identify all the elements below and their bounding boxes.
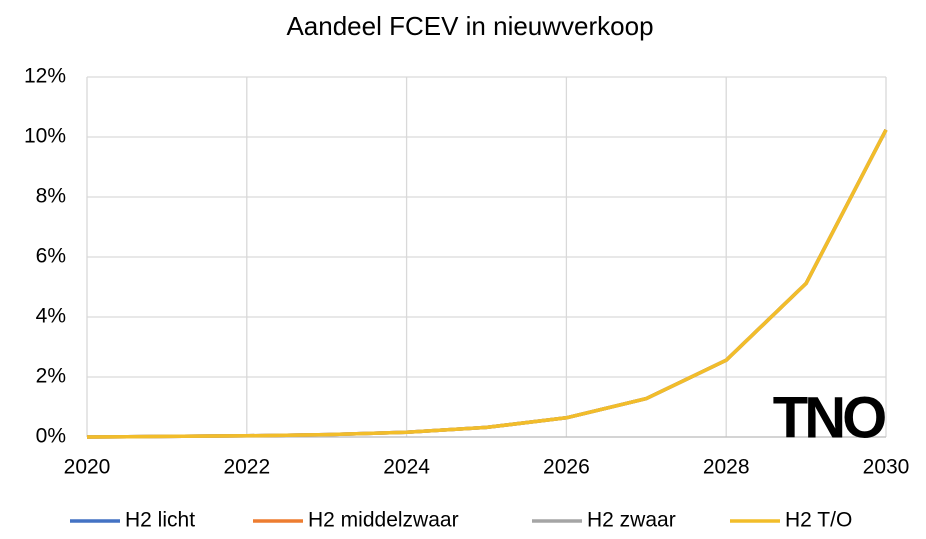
series-line (86, 128, 888, 439)
x-tick-label: 2022 (223, 456, 270, 479)
legend-label: H2 middelzwaar (308, 509, 459, 532)
x-tick-label: 2026 (543, 456, 590, 479)
y-tick-label: 10% (24, 125, 66, 148)
series-line (86, 128, 888, 439)
x-tick-label: 2028 (703, 456, 750, 479)
y-tick-label: 6% (36, 245, 66, 268)
x-tick-label: 2020 (64, 456, 111, 479)
logo: TNO (773, 385, 885, 450)
legend-label: H2 zwaar (587, 509, 676, 532)
x-tick-label: 2030 (863, 456, 910, 479)
y-tick-label: 4% (36, 305, 66, 328)
series-line (86, 128, 888, 439)
legend-label: H2 T/O (785, 509, 852, 532)
legend-label: H2 licht (125, 509, 195, 532)
x-tick-label: 2024 (383, 456, 430, 479)
series-line (86, 128, 888, 439)
chart-title: Aandeel FCEV in nieuwverkoop (286, 11, 653, 41)
y-tick-label: 12% (24, 65, 66, 88)
y-tick-label: 8% (36, 185, 66, 208)
y-tick-label: 2% (36, 365, 66, 388)
y-tick-label: 0% (36, 425, 66, 448)
